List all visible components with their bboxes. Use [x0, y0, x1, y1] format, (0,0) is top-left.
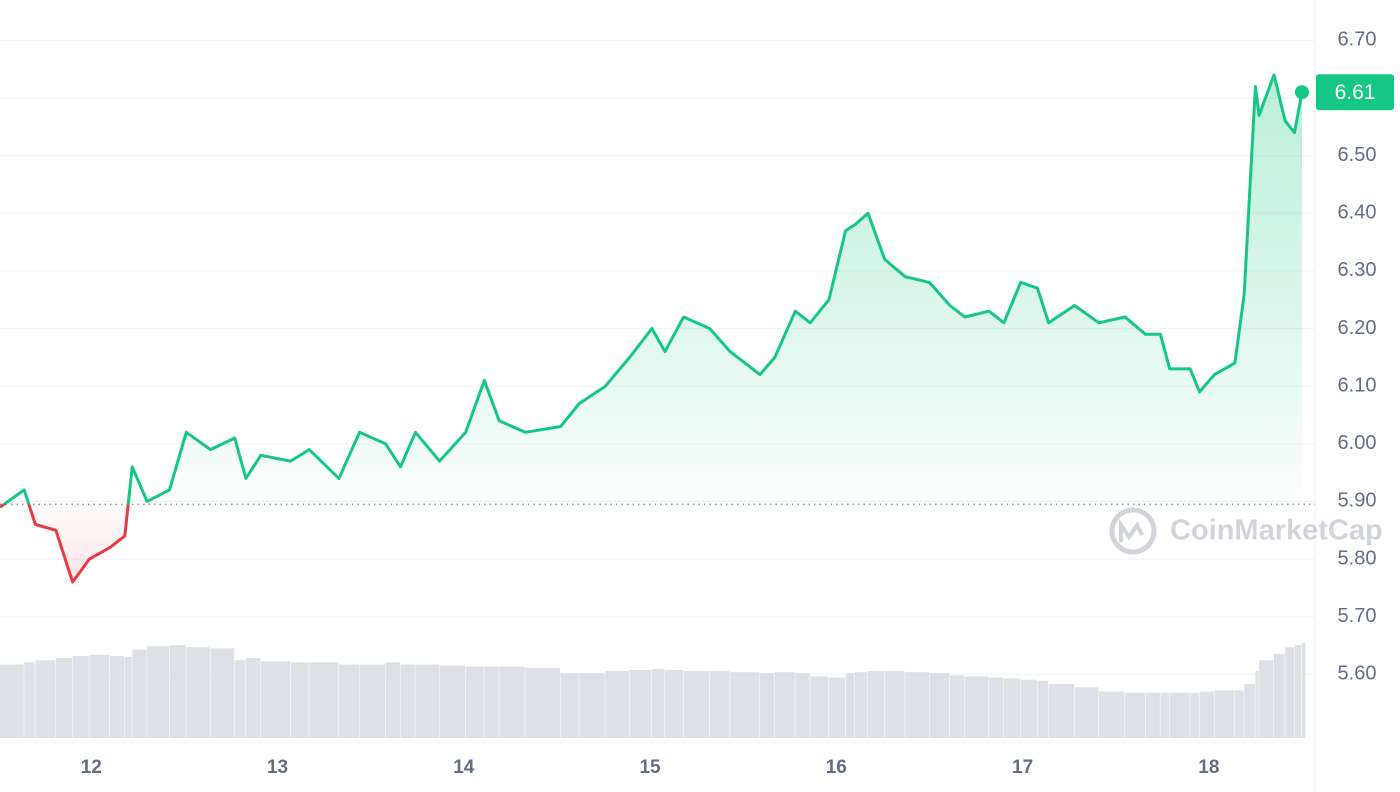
- y-tick-label: 5.70: [1338, 605, 1377, 627]
- volume-bar: [1048, 684, 1075, 738]
- volume-bar: [1274, 653, 1285, 738]
- volume-bar: [1125, 692, 1146, 738]
- volume-bar: [385, 662, 400, 738]
- volume-bar: [245, 658, 261, 738]
- volume-bar: [709, 671, 730, 738]
- volume-bar: [774, 672, 795, 738]
- volume-bar: [1199, 691, 1214, 738]
- x-tick-label: 12: [81, 757, 102, 778]
- watermark-text: CoinMarketCap: [1170, 515, 1383, 547]
- price-area: [0, 74, 1302, 583]
- volume-bar: [759, 673, 775, 738]
- volume-bar: [400, 664, 415, 738]
- volume-bar: [1098, 691, 1125, 738]
- y-tick-label: 6.10: [1338, 374, 1377, 396]
- volume-bar: [147, 646, 169, 738]
- volume-bar: [683, 671, 710, 738]
- volume-bar: [1294, 645, 1302, 738]
- volume-bar: [884, 671, 905, 738]
- volume-bar: [1214, 690, 1235, 738]
- volume-bar: [605, 671, 630, 738]
- volume-bar: [1003, 678, 1021, 738]
- volume-bar: [24, 662, 35, 738]
- volume-bar: [989, 677, 1004, 738]
- volume-bar: [828, 677, 846, 738]
- volume-bar: [124, 657, 132, 738]
- volume-bar: [499, 666, 525, 738]
- volume-bar: [795, 673, 810, 738]
- price-badge: [1316, 74, 1394, 111]
- y-tick-label: 6.00: [1338, 432, 1377, 454]
- volume-bar: [1255, 671, 1259, 738]
- volume-bar: [579, 673, 605, 738]
- volume-bar: [234, 660, 246, 738]
- price-line: [0, 73, 1304, 584]
- volume-bar: [1234, 690, 1244, 738]
- volume-bar: [210, 648, 235, 738]
- volume-bar: [664, 669, 684, 738]
- volume-bar: [525, 667, 561, 738]
- volume-bar: [290, 662, 309, 738]
- y-tick-label: 6.20: [1338, 317, 1377, 339]
- volume-bar: [1020, 679, 1037, 738]
- volume-bar: [845, 673, 855, 738]
- y-tick-label: 5.80: [1338, 547, 1377, 569]
- volume-bar: [309, 662, 339, 738]
- volume-bar: [629, 669, 652, 738]
- volume-bar: [465, 666, 484, 738]
- x-tick-label: 15: [639, 757, 661, 778]
- x-tick-label: 13: [267, 757, 288, 778]
- volume-bar: [854, 672, 868, 738]
- volume-bar: [72, 655, 89, 738]
- volume-bar: [905, 672, 929, 738]
- volume-bar: [1160, 692, 1170, 738]
- volume-bar: [810, 676, 829, 738]
- volume-bar: [415, 664, 440, 738]
- y-tick-label: 6.30: [1338, 259, 1377, 281]
- volume-bar: [439, 665, 466, 738]
- volume-bar: [1190, 692, 1200, 738]
- x-tick-label: 17: [1012, 757, 1033, 778]
- volume-bar: [1145, 692, 1160, 738]
- y-tick-label: 5.90: [1338, 490, 1377, 512]
- volume-bar: [1301, 642, 1306, 738]
- volume-bar: [867, 671, 885, 738]
- y-tick-label: 6.70: [1338, 29, 1377, 51]
- volume-bar: [1074, 687, 1099, 738]
- volume-bar: [55, 658, 73, 738]
- volume-bar: [929, 673, 950, 738]
- volume-bar: [730, 672, 760, 738]
- volume-bar: [35, 660, 56, 738]
- x-tick-label: 18: [1198, 757, 1219, 778]
- volume-bar: [560, 673, 579, 738]
- volume-bar: [651, 668, 665, 738]
- volume-bar: [1169, 692, 1190, 738]
- watermark: CoinMarketCap: [1109, 507, 1383, 555]
- y-tick-label: 6.40: [1338, 202, 1377, 224]
- y-tick-label: 5.60: [1338, 663, 1377, 685]
- current-point: [1294, 85, 1309, 100]
- volume-bar: [1259, 660, 1274, 738]
- x-tick-label: 14: [453, 757, 475, 778]
- y-tick-label: 6.50: [1338, 144, 1377, 166]
- volume-bar: [484, 666, 499, 738]
- price-badge-text: 6.61: [1335, 81, 1376, 104]
- volume-bar: [359, 664, 386, 738]
- volume-bar: [0, 664, 24, 738]
- volume-bar: [260, 661, 291, 738]
- volume-bar: [1037, 680, 1049, 738]
- volume-bar: [109, 655, 125, 738]
- volume-bar: [169, 645, 186, 738]
- volume-bar: [964, 676, 989, 738]
- volume-bar: [186, 647, 210, 738]
- x-tick-label: 16: [826, 757, 847, 778]
- volume-bar: [949, 675, 965, 738]
- volume-bar: [89, 654, 110, 738]
- volume-bar: [132, 649, 147, 738]
- volume-bar: [1244, 684, 1255, 738]
- volume-bar: [338, 664, 359, 738]
- volume-bar: [1285, 647, 1295, 738]
